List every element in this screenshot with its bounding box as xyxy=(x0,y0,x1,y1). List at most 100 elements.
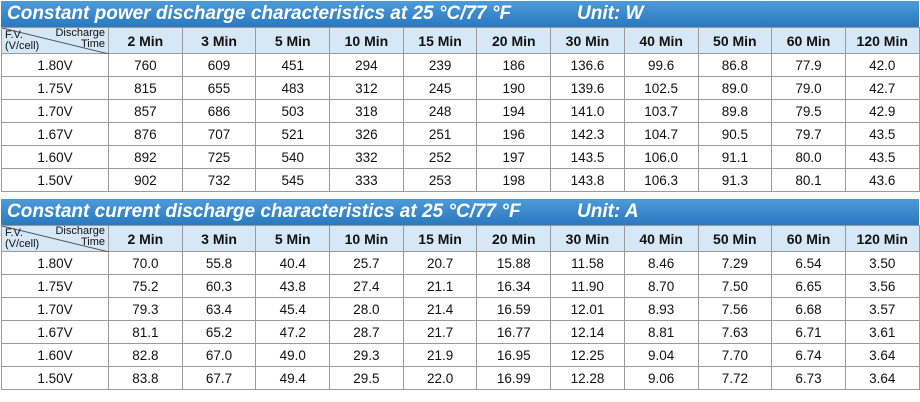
value-cell: 28.0 xyxy=(329,297,404,321)
value-cell: 91.3 xyxy=(697,168,773,192)
value-cell: 892 xyxy=(108,145,183,169)
diagonal-divider-icon xyxy=(2,28,109,54)
value-cell: 67.7 xyxy=(181,366,257,390)
column-header: 40 Min xyxy=(623,225,699,252)
table-row: 1.70V 79.3 63.4 45.4 28.0 21.4 16.59 12.01 8.93 7… xyxy=(1,297,920,321)
value-cell: 252 xyxy=(402,145,478,169)
column-header: 30 Min xyxy=(550,27,625,54)
column-header: 3 Min xyxy=(181,27,257,54)
final-voltage-cell: 1.75V xyxy=(1,76,109,100)
value-cell: 43.6 xyxy=(844,168,920,192)
value-cell: 332 xyxy=(329,145,404,169)
value-cell: 197 xyxy=(476,145,552,169)
value-cell: 245 xyxy=(402,76,478,100)
corner-top-label: Discharge Time xyxy=(55,225,105,248)
value-cell: 12.14 xyxy=(550,320,625,344)
value-cell: 49.4 xyxy=(255,366,331,390)
column-header: 10 Min xyxy=(329,225,404,252)
value-cell: 25.7 xyxy=(329,251,404,275)
value-cell: 143.5 xyxy=(550,145,625,169)
current-table: Discharge Time F.V. (V/cell) 2 Min 3 Min 5… xyxy=(1,225,920,390)
value-cell: 9.06 xyxy=(623,366,699,390)
column-header: 10 Min xyxy=(329,27,404,54)
value-cell: 3.64 xyxy=(844,366,920,390)
value-cell: 707 xyxy=(181,122,257,146)
value-cell: 89.8 xyxy=(697,99,773,123)
value-cell: 8.81 xyxy=(623,320,699,344)
table-row: 1.70V 857 686 503 318 248 194 141.0 103.7 89.8 79.… xyxy=(1,99,920,123)
value-cell: 60.3 xyxy=(181,274,257,298)
value-cell: 186 xyxy=(476,53,552,77)
column-header: 30 Min xyxy=(550,225,625,252)
current-corner-cell: Discharge Time F.V. (V/cell) xyxy=(1,225,109,252)
value-cell: 81.1 xyxy=(108,320,183,344)
column-header: 5 Min xyxy=(255,27,331,54)
current-table-body: 1.80V 70.0 55.8 40.4 25.7 20.7 15.88 11.58 8.46 7… xyxy=(1,251,920,390)
value-cell: 141.0 xyxy=(550,99,625,123)
value-cell: 857 xyxy=(108,99,183,123)
current-unit: Unit: A xyxy=(577,201,639,222)
value-cell: 16.95 xyxy=(476,343,552,367)
corner-bottom-label: F.V. (V/cell) xyxy=(5,29,40,52)
value-cell: 82.8 xyxy=(108,343,183,367)
value-cell: 106.3 xyxy=(623,168,699,192)
value-cell: 104.7 xyxy=(623,122,699,146)
column-header: 60 Min xyxy=(771,27,846,54)
value-cell: 16.34 xyxy=(476,274,552,298)
column-header: 5 Min xyxy=(255,225,331,252)
value-cell: 11.58 xyxy=(550,251,625,275)
column-header: 15 Min xyxy=(402,225,478,252)
value-cell: 16.59 xyxy=(476,297,552,321)
value-cell: 77.9 xyxy=(771,53,846,77)
value-cell: 65.2 xyxy=(181,320,257,344)
table-row: 1.75V 75.2 60.3 43.8 27.4 21.1 16.34 11.90 8.70 7… xyxy=(1,274,920,298)
value-cell: 196 xyxy=(476,122,552,146)
value-cell: 42.9 xyxy=(844,99,920,123)
value-cell: 28.7 xyxy=(329,320,404,344)
value-cell: 7.70 xyxy=(697,343,773,367)
value-cell: 16.77 xyxy=(476,320,552,344)
column-header: 20 Min xyxy=(476,27,552,54)
value-cell: 40.4 xyxy=(255,251,331,275)
value-cell: 42.0 xyxy=(844,53,920,77)
value-cell: 294 xyxy=(329,53,404,77)
value-cell: 47.2 xyxy=(255,320,331,344)
column-header: 120 Min xyxy=(844,27,920,54)
value-cell: 655 xyxy=(181,76,257,100)
value-cell: 79.3 xyxy=(108,297,183,321)
value-cell: 6.73 xyxy=(771,366,846,390)
value-cell: 16.99 xyxy=(476,366,552,390)
value-cell: 312 xyxy=(329,76,404,100)
value-cell: 99.6 xyxy=(623,53,699,77)
value-cell: 79.0 xyxy=(771,76,846,100)
value-cell: 79.7 xyxy=(771,122,846,146)
value-cell: 8.93 xyxy=(623,297,699,321)
value-cell: 540 xyxy=(255,145,331,169)
corner-bottom-label: F.V. (V/cell) xyxy=(5,227,40,250)
table-row: 1.75V 815 655 483 312 245 190 139.6 102.5 89.0 79.… xyxy=(1,76,920,100)
value-cell: 483 xyxy=(255,76,331,100)
value-cell: 106.0 xyxy=(623,145,699,169)
final-voltage-cell: 1.80V xyxy=(1,53,109,77)
value-cell: 21.4 xyxy=(402,297,478,321)
value-cell: 7.56 xyxy=(697,297,773,321)
value-cell: 3.61 xyxy=(844,320,920,344)
column-header: 40 Min xyxy=(623,27,699,54)
value-cell: 21.9 xyxy=(402,343,478,367)
value-cell: 27.4 xyxy=(329,274,404,298)
value-cell: 143.8 xyxy=(550,168,625,192)
value-cell: 815 xyxy=(108,76,183,100)
final-voltage-cell: 1.75V xyxy=(1,274,109,298)
value-cell: 86.8 xyxy=(697,53,773,77)
value-cell: 12.28 xyxy=(550,366,625,390)
value-cell: 732 xyxy=(181,168,257,192)
current-section: Constant current discharge characteristi… xyxy=(1,199,920,390)
value-cell: 3.57 xyxy=(844,297,920,321)
value-cell: 67.0 xyxy=(181,343,257,367)
value-cell: 686 xyxy=(181,99,257,123)
table-row: 1.60V 892 725 540 332 252 197 143.5 106.0 91.1 80.… xyxy=(1,145,920,169)
final-voltage-cell: 1.67V xyxy=(1,320,109,344)
current-header-row: Discharge Time F.V. (V/cell) 2 Min 3 Min 5… xyxy=(1,225,920,252)
power-header-row: Discharge Time F.V. (V/cell) 2 Min 3 Min 5… xyxy=(1,27,920,54)
value-cell: 7.50 xyxy=(697,274,773,298)
